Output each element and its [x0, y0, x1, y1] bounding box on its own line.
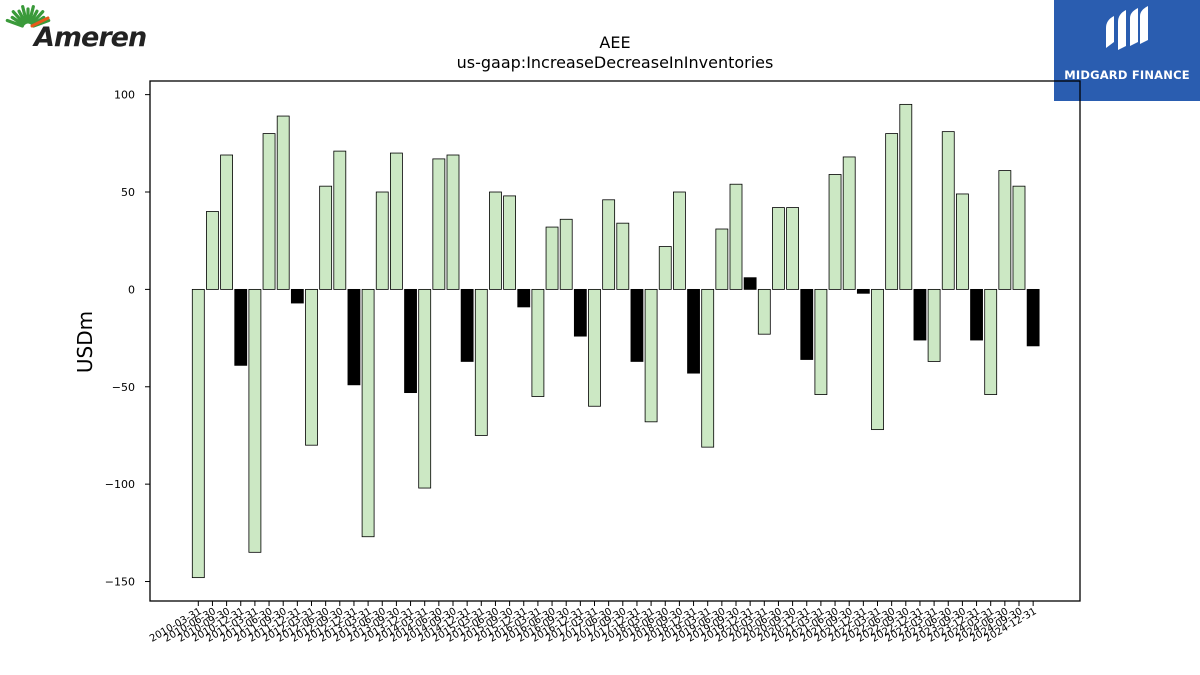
- chart-subtitle: us-gaap:IncreaseDecreaseInInventories: [457, 53, 774, 72]
- y-tick-label: 50: [121, 186, 135, 199]
- bar: [616, 222, 630, 290]
- bar: [814, 288, 828, 395]
- bar: [1012, 185, 1026, 290]
- midgard-logo-text: MIDGARD FINANCE: [1064, 68, 1190, 82]
- bar: [729, 183, 743, 290]
- midgard-emblem-icon: [1106, 6, 1148, 50]
- bar: [588, 288, 601, 407]
- bar: [206, 211, 219, 290]
- bar: [984, 288, 998, 395]
- bar: [361, 288, 375, 538]
- bar: [871, 288, 884, 431]
- ameren-sunburst-icon: [5, 5, 51, 28]
- bar: [290, 288, 304, 304]
- bar: [885, 133, 899, 290]
- bar: [446, 154, 460, 290]
- bar: [828, 174, 842, 290]
- bar: [687, 288, 700, 374]
- bars-group: [191, 103, 1040, 579]
- bar: [757, 288, 771, 335]
- ameren-logo-text: Ameren: [34, 22, 147, 53]
- bar: [489, 191, 502, 290]
- bar: [262, 133, 276, 290]
- bar: [956, 193, 969, 290]
- bar: [602, 199, 616, 290]
- bar: [941, 131, 955, 290]
- bar: [842, 156, 856, 290]
- bar: [305, 288, 318, 446]
- bar: [474, 288, 488, 436]
- bar: [333, 150, 347, 290]
- bar: [573, 288, 587, 337]
- sunburst-ray: [30, 10, 45, 26]
- bar: [559, 218, 573, 290]
- bar: [772, 207, 785, 290]
- bar: [927, 288, 941, 362]
- chart-title: AEE: [599, 33, 630, 52]
- sunburst-ray: [11, 10, 26, 26]
- bar: [786, 207, 799, 290]
- bar: [715, 228, 729, 290]
- sunburst-ray: [21, 5, 29, 24]
- bar: [319, 185, 333, 290]
- bar: [460, 288, 474, 362]
- sunburst-ray: [10, 15, 25, 27]
- bar: [248, 288, 262, 553]
- y-axis: 100 50 0 −50 −100 −150: [105, 89, 150, 589]
- bar: [220, 154, 234, 290]
- bar: [673, 191, 686, 290]
- bar: [743, 277, 757, 290]
- bar: [418, 288, 432, 489]
- bar: [191, 288, 205, 579]
- y-tick-label: −100: [105, 478, 135, 491]
- sunburst-ray: [5, 18, 24, 28]
- bar: [404, 288, 417, 394]
- y-tick-label: 0: [128, 283, 135, 296]
- bar: [800, 288, 814, 360]
- plot-frame: [149, 80, 1081, 602]
- bar: [644, 288, 658, 423]
- bar: [389, 152, 403, 290]
- bar: [701, 288, 715, 448]
- bar: [545, 226, 559, 290]
- bar: [375, 191, 389, 290]
- bar: [1026, 288, 1040, 347]
- bar: [658, 246, 672, 290]
- bar: [432, 158, 446, 290]
- midgard-finance-logo: MIDGARD FINANCE: [1054, 0, 1200, 101]
- bar: [998, 170, 1012, 290]
- sunburst-ray: [17, 9, 27, 25]
- bar: [234, 288, 248, 366]
- ameren-logo: [4, 4, 134, 58]
- y-tick-label: 100: [114, 89, 135, 102]
- sunburst-ray: [29, 9, 39, 25]
- bar: [503, 195, 517, 290]
- bar: [276, 115, 290, 290]
- bar: [970, 288, 983, 341]
- bar: [913, 288, 927, 341]
- bar: [531, 288, 545, 397]
- y-axis-label: USDm: [73, 311, 97, 373]
- bar: [630, 288, 644, 362]
- y-tick-label: −150: [105, 576, 135, 589]
- sunburst-accent: [30, 16, 50, 28]
- sunburst-ray: [27, 5, 35, 24]
- bar: [347, 288, 361, 386]
- bar: [517, 288, 531, 308]
- bar: [856, 288, 870, 294]
- y-tick-label: −50: [112, 381, 135, 394]
- x-axis: 2010-03-312010-06-302010-09-302010-12-31…: [148, 601, 1039, 645]
- bar: [899, 103, 913, 290]
